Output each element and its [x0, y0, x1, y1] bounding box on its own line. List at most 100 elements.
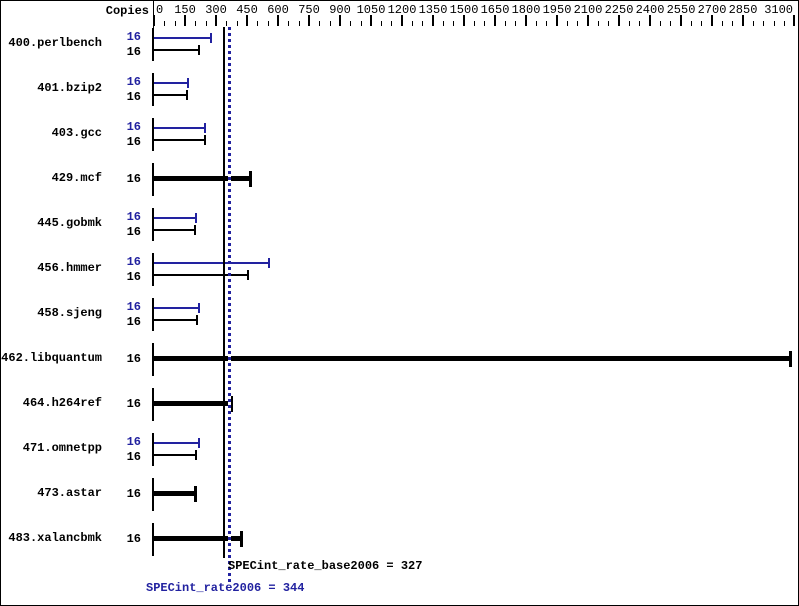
axis-tick-label: 1350	[418, 3, 448, 17]
base-bar	[154, 401, 231, 406]
axis-major-tick	[525, 15, 527, 26]
row-zero-line	[152, 253, 154, 286]
axis-major-tick	[494, 15, 496, 26]
axis-minor-tick	[505, 21, 506, 26]
benchmark-name-label: 456.hmmer	[37, 261, 102, 275]
axis-tick-label: 150	[174, 3, 196, 17]
axis-tick-label: 1950	[542, 3, 572, 17]
row-zero-line	[152, 298, 154, 331]
base-copies-value: 16	[126, 270, 141, 284]
axis-minor-tick	[319, 21, 320, 26]
base-bar	[154, 94, 187, 96]
axis-tick-label: 1200	[387, 3, 417, 17]
benchmark-name-label: 400.perlbench	[8, 36, 102, 50]
base-bar	[154, 176, 250, 181]
base-bar	[154, 274, 248, 276]
axis-tick-label: 900	[329, 3, 351, 17]
axis-minor-tick	[175, 21, 176, 26]
base-bar-endcap	[198, 45, 200, 55]
axis-minor-tick	[330, 21, 331, 26]
base-bar-endcap	[249, 171, 252, 187]
axis-minor-tick	[732, 21, 733, 26]
row-zero-line	[152, 343, 154, 376]
axis-minor-tick	[195, 21, 196, 26]
axis-minor-tick	[361, 21, 362, 26]
axis-major-tick	[215, 15, 217, 26]
peak-bar	[154, 127, 205, 129]
axis-tick-label: 2850	[728, 3, 758, 17]
base-bar-endcap	[195, 450, 197, 460]
copies-column-header: Copies	[105, 4, 149, 18]
axis-major-tick	[401, 15, 403, 26]
row-zero-line	[152, 118, 154, 151]
copies-value: 16	[126, 172, 141, 186]
axis-major-tick	[711, 15, 713, 26]
peak-bar-endcap	[195, 213, 197, 223]
peak-bar-endcap	[198, 438, 200, 448]
axis-minor-tick	[422, 21, 423, 26]
row-zero-line	[152, 208, 154, 241]
base-bar	[154, 319, 197, 321]
peak-bar-endcap	[204, 123, 206, 133]
base-bar-endcap	[204, 135, 206, 145]
axis-major-tick	[680, 15, 682, 26]
axis-minor-tick	[639, 21, 640, 26]
axis-minor-tick	[670, 21, 671, 26]
peak-bar-endcap	[198, 303, 200, 313]
peak-bar-endcap	[268, 258, 270, 268]
axis-major-tick	[618, 15, 620, 26]
axis-minor-tick	[763, 21, 764, 26]
peak-bar-endcap	[187, 78, 189, 88]
axis-tick-label: 2550	[666, 3, 696, 17]
row-zero-line	[152, 433, 154, 466]
base-bar	[154, 139, 205, 141]
benchmark-name-label: 458.sjeng	[37, 306, 102, 320]
axis-major-tick	[184, 15, 186, 26]
axis-minor-tick	[774, 21, 775, 26]
peak-bar	[154, 217, 196, 219]
axis-minor-tick	[484, 21, 485, 26]
benchmark-name-label: 445.gobmk	[37, 216, 102, 230]
axis-tick-label: 2700	[697, 3, 727, 17]
axis-minor-tick	[701, 21, 702, 26]
benchmark-name-label: 464.h264ref	[22, 396, 102, 410]
base-bar	[154, 49, 199, 51]
axis-major-tick	[742, 15, 744, 26]
axis-minor-tick	[608, 21, 609, 26]
benchmark-name-label: 471.omnetpp	[22, 441, 102, 455]
benchmark-name-label: 403.gcc	[51, 126, 102, 140]
base-bar-endcap	[789, 351, 792, 367]
peak-copies-value: 16	[126, 255, 141, 269]
axis-minor-tick	[474, 21, 475, 26]
row-zero-line	[152, 478, 154, 511]
axis-major-tick	[649, 15, 651, 26]
axis-tick-label: 2400	[635, 3, 665, 17]
axis-minor-tick	[268, 21, 269, 26]
peak-copies-value: 16	[126, 435, 141, 449]
base-copies-value: 16	[126, 90, 141, 104]
axis-minor-tick	[453, 21, 454, 26]
base-copies-value: 16	[126, 135, 141, 149]
axis-tick-label: 600	[267, 3, 289, 17]
axis-minor-tick	[753, 21, 754, 26]
axis-minor-tick	[257, 21, 258, 26]
benchmark-name-label: 462.libquantum	[1, 351, 102, 365]
axis-minor-tick	[629, 21, 630, 26]
axis-major-tick	[370, 15, 372, 26]
copies-value: 16	[126, 532, 141, 546]
axis-minor-tick	[546, 21, 547, 26]
axis-major-tick	[556, 15, 558, 26]
axis-major-tick	[339, 15, 341, 26]
base-bar-endcap	[194, 486, 197, 502]
row-zero-line	[152, 523, 154, 556]
axis-major-tick	[587, 15, 589, 26]
axis-minor-tick	[784, 21, 785, 26]
benchmark-name-label: 429.mcf	[51, 171, 102, 185]
base-bar-endcap	[196, 315, 198, 325]
base-copies-value: 16	[126, 45, 141, 59]
peak-copies-value: 16	[126, 75, 141, 89]
axis-minor-tick	[536, 21, 537, 26]
axis-major-tick	[246, 15, 248, 26]
peak-copies-value: 16	[126, 300, 141, 314]
peak-copies-value: 16	[126, 210, 141, 224]
